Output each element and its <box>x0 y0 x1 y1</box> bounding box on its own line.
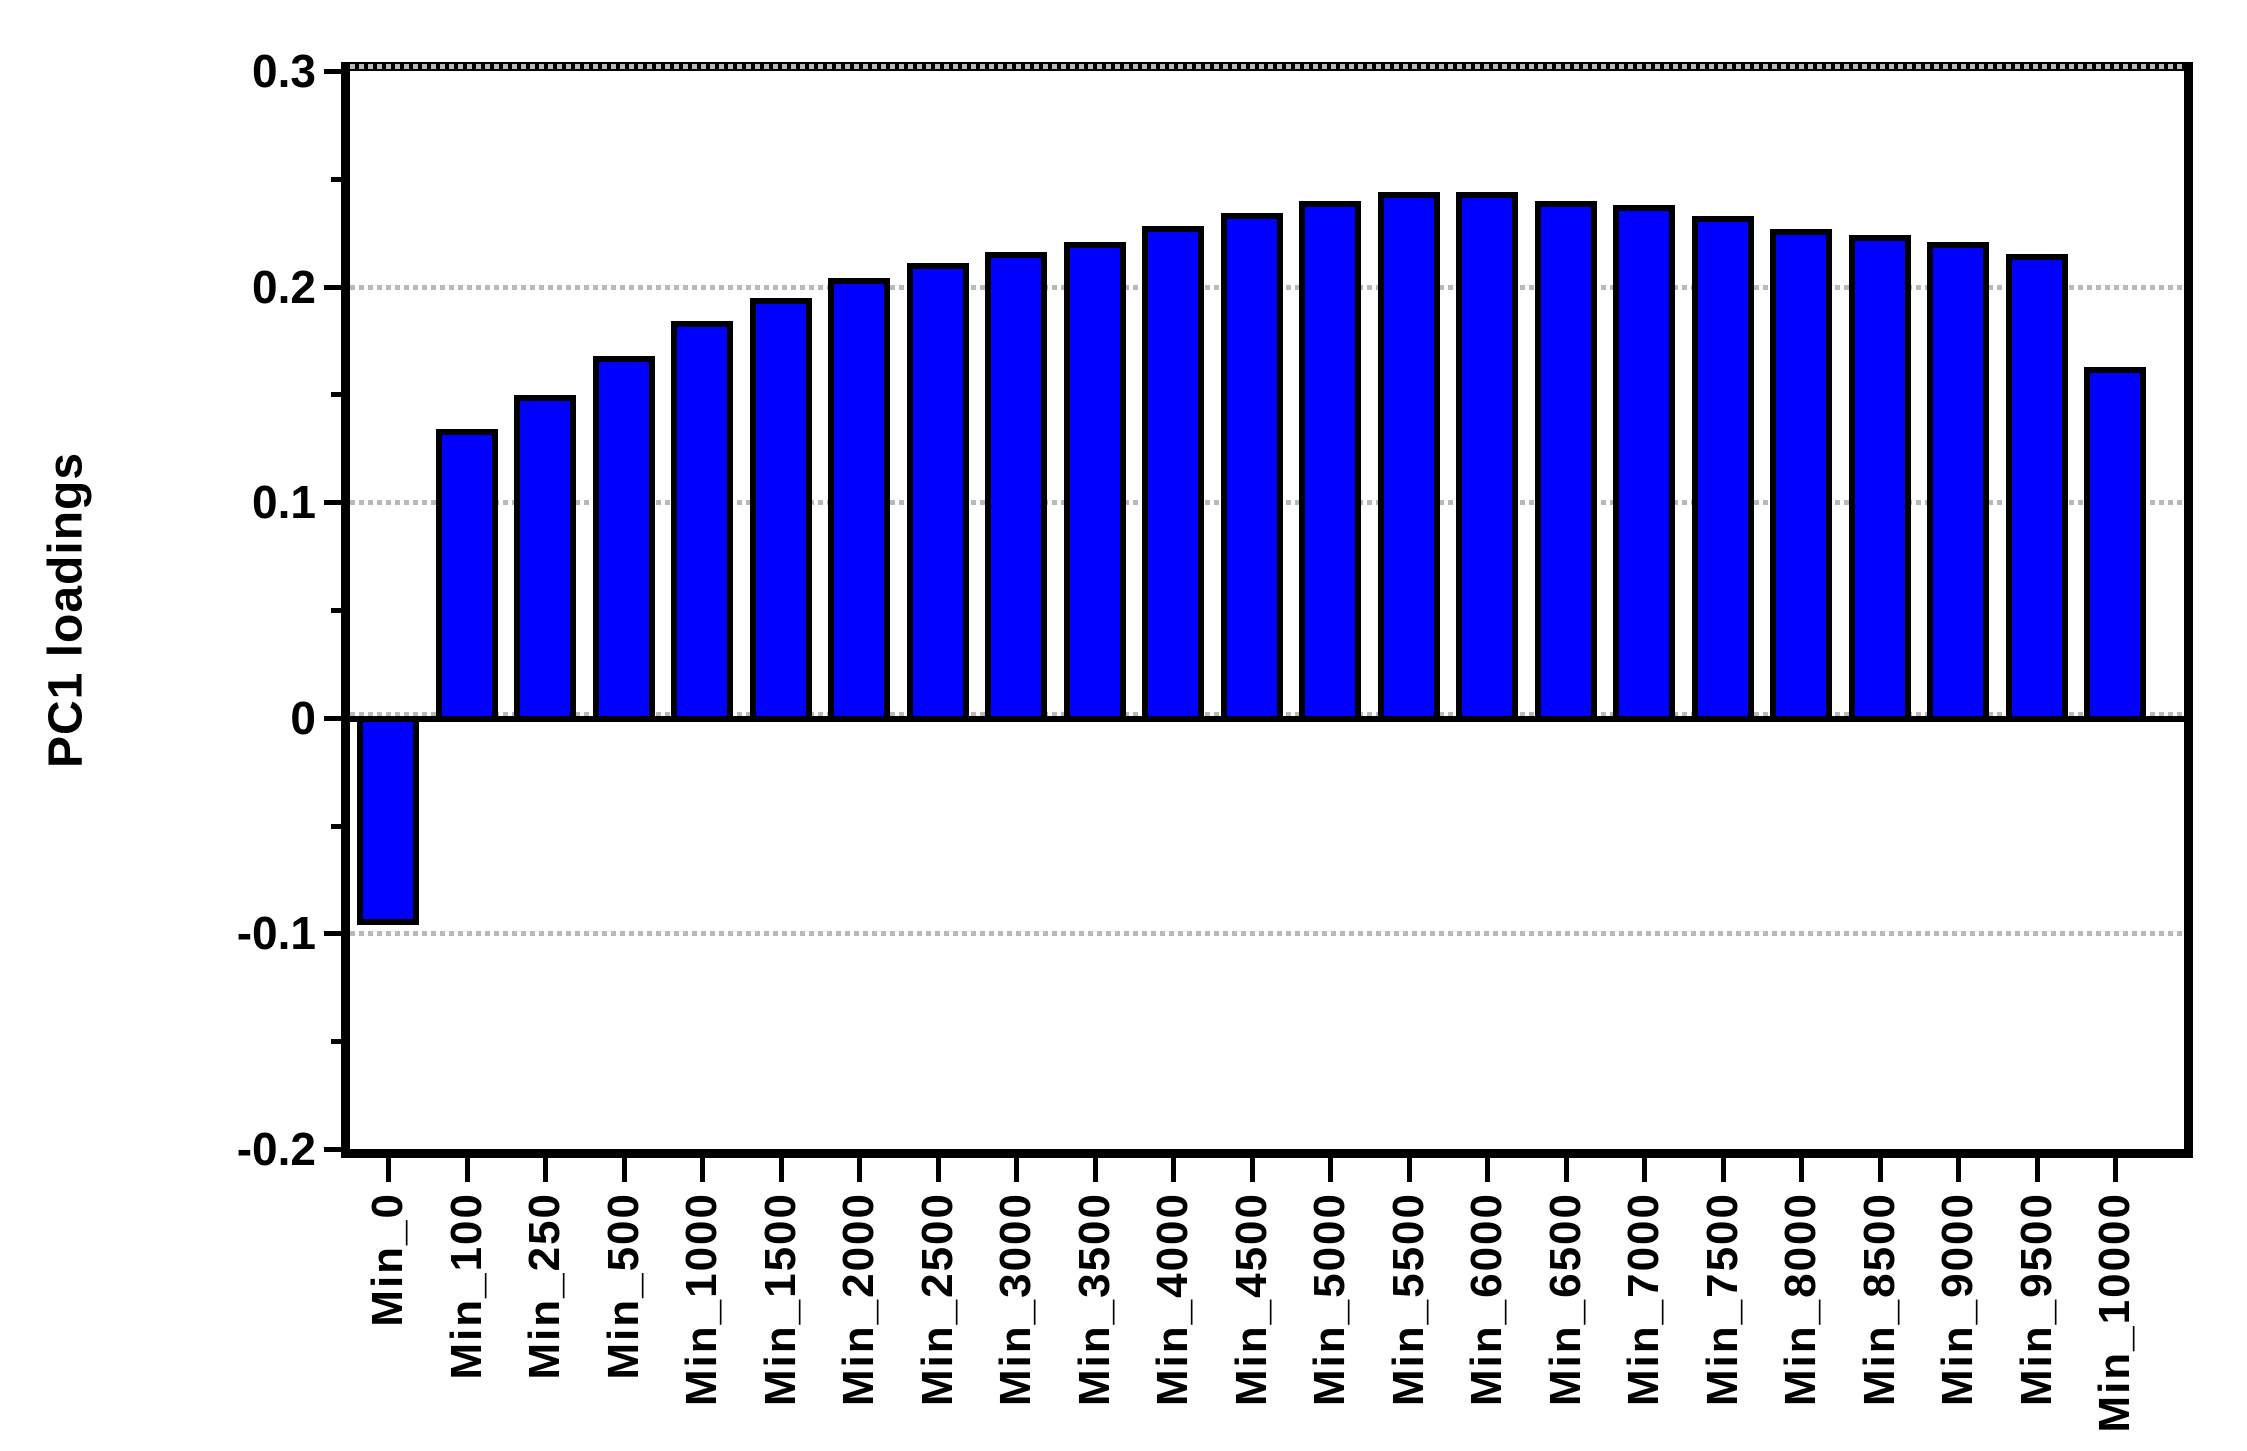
y-axis-minor-tick <box>331 1039 341 1044</box>
x-tick-label: Min_250 <box>520 1192 569 1380</box>
x-tick-label: Min_1500 <box>756 1192 805 1407</box>
y-axis-minor-tick <box>331 608 341 613</box>
x-tick-label: Min_2000 <box>834 1192 883 1407</box>
bar <box>1456 192 1518 722</box>
bar <box>985 252 1047 722</box>
x-axis-tick <box>1014 1158 1019 1182</box>
y-axis-minor-tick <box>331 392 341 397</box>
x-axis-tick <box>386 1158 391 1182</box>
x-axis-tick <box>1328 1158 1333 1182</box>
x-tick-label: Min_5500 <box>1384 1192 1433 1407</box>
bar <box>2006 254 2068 722</box>
gridline <box>350 931 2184 936</box>
x-axis-tick <box>1485 1158 1490 1182</box>
bar <box>357 716 419 925</box>
bar <box>828 278 890 722</box>
y-axis-major-tick <box>324 69 341 74</box>
bar <box>1613 205 1675 722</box>
bar <box>1849 235 1911 722</box>
bar <box>907 263 969 722</box>
x-axis-tick <box>1956 1158 1961 1182</box>
x-axis-tick <box>700 1158 705 1182</box>
bar <box>1378 192 1440 722</box>
x-axis-tick <box>1721 1158 1726 1182</box>
x-axis-tick <box>1564 1158 1569 1182</box>
bar <box>593 356 655 722</box>
y-tick-label: 0.1 <box>252 476 316 528</box>
x-tick-label: Min_500 <box>599 1192 648 1380</box>
bar <box>750 298 812 722</box>
x-tick-label: Min_7500 <box>1698 1192 1747 1407</box>
bar <box>1927 242 1989 722</box>
x-axis-tick <box>1171 1158 1176 1182</box>
x-axis-tick <box>857 1158 862 1182</box>
y-tick-label: -0.2 <box>236 1123 316 1175</box>
x-tick-label: Min_6500 <box>1541 1192 1590 1407</box>
x-tick-label: Min_3500 <box>1070 1192 1119 1407</box>
x-tick-label: Min_4500 <box>1227 1192 1276 1407</box>
bar <box>1299 201 1361 722</box>
y-tick-label: 0.2 <box>252 261 316 313</box>
bar <box>1535 201 1597 722</box>
x-axis-tick <box>1407 1158 1412 1182</box>
bar <box>514 395 576 722</box>
x-tick-label: Min_9000 <box>1933 1192 1982 1407</box>
x-axis-tick <box>1799 1158 1804 1182</box>
x-axis-tick <box>779 1158 784 1182</box>
x-tick-label: Min_8500 <box>1855 1192 1904 1407</box>
y-tick-label: 0 <box>290 692 316 744</box>
bar <box>1221 213 1283 722</box>
x-axis-tick <box>2035 1158 2040 1182</box>
x-tick-label: Min_9500 <box>2012 1192 2061 1407</box>
x-axis-tick <box>936 1158 941 1182</box>
x-axis-tick <box>2113 1158 2118 1182</box>
x-tick-label: Min_6000 <box>1462 1192 1511 1407</box>
x-tick-label: Min_10000 <box>2090 1192 2139 1433</box>
gridline <box>350 64 2184 69</box>
y-axis-minor-tick <box>331 177 341 182</box>
y-axis-major-tick <box>324 716 341 721</box>
x-tick-label: Min_2500 <box>913 1192 962 1407</box>
x-axis-tick <box>1878 1158 1883 1182</box>
bar <box>1770 229 1832 722</box>
x-axis-tick <box>1093 1158 1098 1182</box>
x-tick-label: Min_3000 <box>991 1192 1040 1407</box>
bar <box>1692 216 1754 722</box>
x-tick-label: Min_0 <box>363 1192 412 1327</box>
x-axis-tick <box>622 1158 627 1182</box>
y-axis-major-tick <box>324 285 341 290</box>
y-tick-label: 0.3 <box>252 45 316 97</box>
y-axis-major-tick <box>324 500 341 505</box>
x-axis-tick <box>1250 1158 1255 1182</box>
x-axis-tick <box>465 1158 470 1182</box>
y-axis-minor-tick <box>331 824 341 829</box>
bar <box>1064 242 1126 722</box>
x-tick-label: Min_1000 <box>677 1192 726 1407</box>
bar <box>2084 367 2146 722</box>
x-tick-label: Min_4000 <box>1148 1192 1197 1407</box>
y-tick-label: -0.1 <box>236 907 316 959</box>
bar <box>436 429 498 722</box>
x-tick-label: Min_8000 <box>1776 1192 1825 1407</box>
bar <box>671 321 733 722</box>
y-axis-major-tick <box>324 931 341 936</box>
x-tick-label: Min_100 <box>442 1192 491 1380</box>
plot-area <box>341 62 2193 1158</box>
x-axis-tick <box>543 1158 548 1182</box>
x-tick-label: Min_5000 <box>1305 1192 1354 1407</box>
bar <box>1142 226 1204 722</box>
y-axis-title: PC1 loadings <box>39 451 93 769</box>
x-axis-tick <box>1642 1158 1647 1182</box>
y-axis-major-tick <box>324 1147 341 1152</box>
x-tick-label: Min_7000 <box>1619 1192 1668 1407</box>
